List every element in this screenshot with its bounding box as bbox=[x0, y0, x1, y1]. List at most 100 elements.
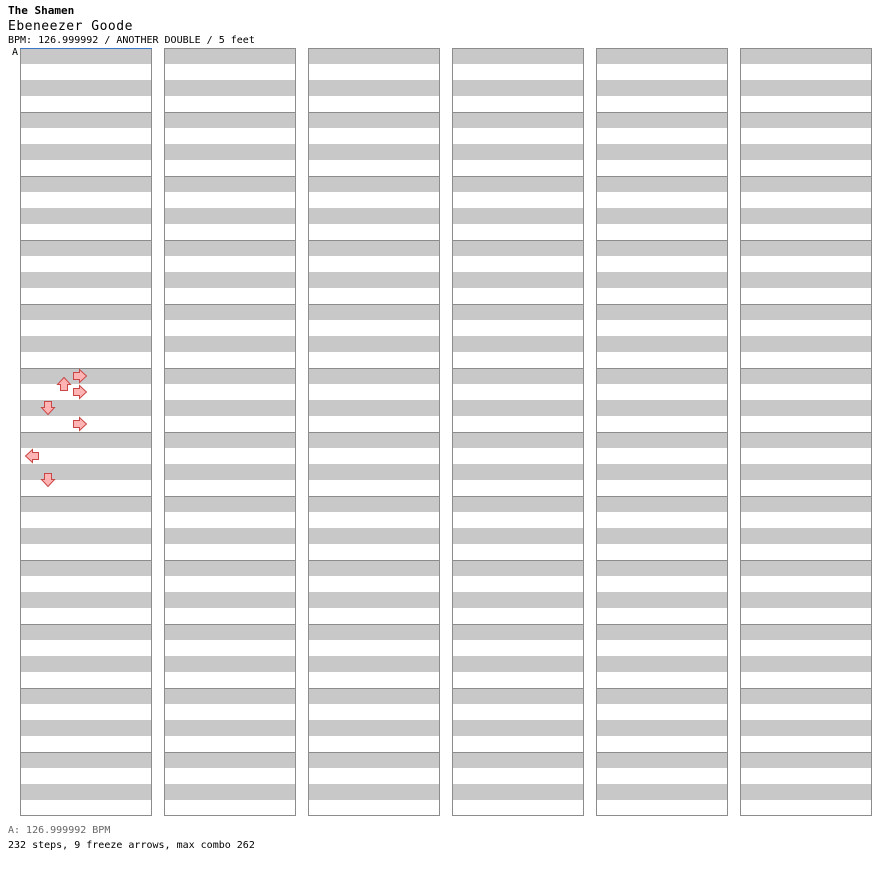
beat-stripe bbox=[740, 208, 872, 224]
beat-stripe bbox=[596, 720, 728, 736]
beat-stripe bbox=[20, 144, 152, 160]
step-arrow-down bbox=[40, 473, 56, 488]
beat-stripe bbox=[164, 368, 296, 384]
beat-stripe bbox=[452, 688, 584, 704]
beat-stripe bbox=[596, 272, 728, 288]
column-border bbox=[452, 48, 584, 816]
beat-stripe bbox=[740, 336, 872, 352]
arrow-shape bbox=[73, 384, 88, 400]
beat-stripe bbox=[308, 144, 440, 160]
beat-stripe bbox=[164, 688, 296, 704]
beat-stripe bbox=[740, 272, 872, 288]
beat-stripe bbox=[164, 496, 296, 512]
beat-stripe bbox=[308, 624, 440, 640]
step-arrow-left bbox=[24, 448, 39, 464]
beat-stripe bbox=[20, 304, 152, 320]
beat-stripe bbox=[20, 688, 152, 704]
artist-name: The Shamen bbox=[8, 4, 75, 17]
beat-stripe bbox=[164, 560, 296, 576]
column-border bbox=[596, 48, 728, 816]
beat-stripe bbox=[164, 208, 296, 224]
beat-stripe bbox=[164, 240, 296, 256]
step-arrow-down bbox=[40, 401, 56, 416]
beat-stripe bbox=[596, 624, 728, 640]
beat-stripe bbox=[308, 592, 440, 608]
beat-stripe bbox=[20, 400, 152, 416]
beat-stripe bbox=[740, 592, 872, 608]
beat-stripe bbox=[596, 528, 728, 544]
beat-stripe bbox=[452, 464, 584, 480]
beat-stripe bbox=[164, 656, 296, 672]
beat-stripe bbox=[452, 368, 584, 384]
beat-stripe bbox=[740, 656, 872, 672]
arrow-shape bbox=[73, 368, 88, 384]
chart-info: BPM: 126.999992 / ANOTHER DOUBLE / 5 fee… bbox=[8, 35, 255, 46]
beat-stripe bbox=[20, 560, 152, 576]
beat-stripe bbox=[308, 48, 440, 64]
beat-stripe bbox=[20, 208, 152, 224]
beat-stripe bbox=[740, 112, 872, 128]
beat-stripe bbox=[164, 400, 296, 416]
beat-stripe bbox=[596, 48, 728, 64]
beat-stripe bbox=[164, 784, 296, 800]
beat-stripe bbox=[308, 656, 440, 672]
beat-stripe bbox=[20, 464, 152, 480]
beat-stripe bbox=[740, 688, 872, 704]
beat-stripe bbox=[740, 752, 872, 768]
beat-stripe bbox=[164, 80, 296, 96]
beat-stripe bbox=[740, 240, 872, 256]
beat-stripe bbox=[596, 336, 728, 352]
beat-stripe bbox=[20, 624, 152, 640]
beat-stripe bbox=[308, 560, 440, 576]
beat-stripe bbox=[452, 400, 584, 416]
beat-stripe bbox=[452, 272, 584, 288]
beat-stripe bbox=[20, 656, 152, 672]
column-border bbox=[740, 48, 872, 816]
arrow-shape bbox=[56, 376, 72, 391]
beat-stripe bbox=[164, 336, 296, 352]
beat-stripe bbox=[452, 784, 584, 800]
beat-stripe bbox=[452, 144, 584, 160]
beat-stripe bbox=[452, 176, 584, 192]
beat-stripe bbox=[164, 176, 296, 192]
beat-stripe bbox=[452, 112, 584, 128]
beat-stripe bbox=[740, 400, 872, 416]
beat-stripe bbox=[452, 240, 584, 256]
arrow-shape bbox=[40, 473, 56, 488]
arrow-shape bbox=[24, 448, 39, 464]
beat-stripe bbox=[452, 304, 584, 320]
beat-stripe bbox=[740, 528, 872, 544]
beat-stripe bbox=[308, 272, 440, 288]
beat-stripe bbox=[20, 80, 152, 96]
step-arrow-right bbox=[73, 368, 88, 384]
section-label: A bbox=[12, 47, 19, 58]
bpm-summary: A: 126.999992 BPM bbox=[8, 825, 111, 836]
beat-stripe bbox=[20, 496, 152, 512]
beat-stripe bbox=[452, 496, 584, 512]
beat-stripe bbox=[452, 656, 584, 672]
beat-stripe bbox=[164, 592, 296, 608]
beat-stripe bbox=[596, 240, 728, 256]
beat-stripe bbox=[596, 464, 728, 480]
beat-stripe bbox=[20, 528, 152, 544]
beat-stripe bbox=[20, 720, 152, 736]
beat-stripe bbox=[20, 592, 152, 608]
step-arrow-up bbox=[56, 376, 72, 391]
beat-stripe bbox=[740, 464, 872, 480]
arrow-shape bbox=[40, 401, 56, 416]
beat-stripe bbox=[308, 400, 440, 416]
beat-stripe bbox=[164, 144, 296, 160]
beat-stripe bbox=[164, 624, 296, 640]
beat-stripe bbox=[308, 240, 440, 256]
column-border bbox=[164, 48, 296, 816]
beat-stripe bbox=[452, 720, 584, 736]
beat-stripe bbox=[740, 304, 872, 320]
beat-stripe bbox=[308, 432, 440, 448]
beat-stripe bbox=[596, 496, 728, 512]
beat-stripe bbox=[596, 208, 728, 224]
beat-stripe bbox=[596, 368, 728, 384]
beat-stripe bbox=[596, 752, 728, 768]
beat-stripe bbox=[308, 752, 440, 768]
